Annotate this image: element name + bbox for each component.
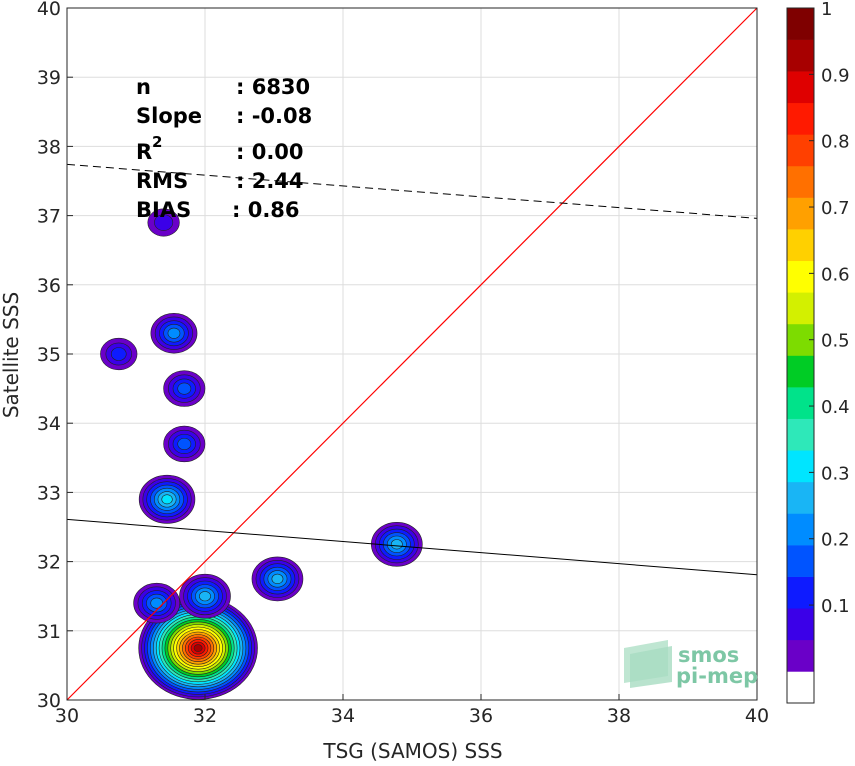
- y-tick-label: 39: [37, 67, 61, 89]
- colorbar-tick-label: 0.6: [821, 264, 850, 285]
- x-tick-label: 36: [469, 705, 493, 727]
- stat-rms-label: RMS: [136, 169, 188, 193]
- colorbar-frame: [786, 7, 815, 704]
- y-tick-label: 32: [37, 552, 61, 574]
- y-axis-label: Satellite SSS: [0, 292, 23, 418]
- colorbar-segment: [787, 39, 814, 72]
- axis-labels: TSG (SAMOS) SSS Satellite SSS: [0, 292, 503, 763]
- colorbar-segment: [787, 102, 814, 135]
- density-contour: [154, 214, 174, 231]
- x-tick-label: 34: [331, 705, 355, 727]
- y-tick-label: 37: [37, 206, 61, 228]
- colorbar-segment: [787, 639, 814, 672]
- stat-bias-value: : 0.86: [232, 198, 300, 222]
- colorbar-segment: [787, 8, 814, 40]
- y-tick-label: 33: [37, 482, 61, 504]
- x-axis-label: TSG (SAMOS) SSS: [322, 739, 502, 763]
- stat-slope-label: Slope: [136, 104, 202, 128]
- logo-text-pimep: pi-mep: [676, 664, 758, 688]
- density-contour: [167, 327, 181, 339]
- density-contour: [193, 644, 203, 652]
- y-tick-label: 31: [37, 621, 61, 643]
- colorbar-segment: [787, 165, 814, 198]
- colorbar-segment: [787, 229, 814, 262]
- y-tick-label: 36: [37, 275, 61, 297]
- colorbar-segment: [787, 71, 814, 104]
- stats-box: n : 6830 Slope : -0.08 R 2 : 0.00 RMS : …: [136, 75, 312, 222]
- plot-area: 30 32 34 36 38 40 30 31 32 33 34 35 36 37 38 39 40: [37, 0, 769, 727]
- x-tick-label: 38: [607, 705, 631, 727]
- regression-line: [66, 518, 758, 576]
- colorbar-segment: [787, 671, 814, 704]
- y-tick-label: 30: [37, 690, 61, 712]
- density-contour: [150, 597, 163, 609]
- colorbar-segment: [787, 513, 814, 546]
- smos-pimep-logo: smos pi-mep: [624, 640, 758, 688]
- colorbar-tick-label: 0.5: [821, 331, 850, 352]
- colorbar-segment: [787, 134, 814, 167]
- colorbar: 0.1 0.2 0.3 0.4 0.5 0.6 0.7 0.8 0.9 1: [786, 0, 850, 704]
- stat-bias-label: BIAS: [136, 198, 191, 222]
- density-contour: [271, 573, 284, 585]
- colorbar-segment: [787, 387, 814, 419]
- density-contour: [199, 591, 211, 602]
- stat-n-label: n: [136, 75, 151, 99]
- y-tick-label: 34: [37, 413, 61, 435]
- density-contour: [161, 494, 173, 505]
- colorbar-segment: [787, 545, 814, 577]
- logo-graphic-layer: [630, 646, 672, 688]
- colorbar-tick-label: 0.4: [821, 397, 850, 418]
- colorbar-segment: [787, 197, 814, 230]
- colorbar-tick-label: 0.7: [821, 198, 850, 219]
- stat-r2-value: : 0.00: [236, 140, 304, 164]
- density-contour: [177, 437, 192, 450]
- stat-slope-value: : -0.08: [236, 104, 312, 128]
- density-contour: [177, 382, 192, 395]
- colorbar-tick-label: 1: [821, 0, 832, 20]
- density-contour: [390, 539, 403, 550]
- colorbar-segment: [787, 292, 814, 325]
- colorbar-segment: [787, 481, 814, 514]
- colorbar-segment: [787, 418, 814, 451]
- x-tick-label: 32: [193, 705, 217, 727]
- y-tick-label: 38: [37, 136, 61, 158]
- colorbar-segment: [787, 450, 814, 483]
- dashed-fit-line: [66, 163, 758, 219]
- x-tick-label: 40: [745, 705, 769, 727]
- colorbar-segment: [787, 608, 814, 641]
- colorbar-tick-label: 0.1: [821, 596, 850, 617]
- colorbar-segment: [787, 576, 814, 609]
- colorbar-tick-label: 0.8: [821, 132, 850, 153]
- colorbar-tick-label: 0.3: [821, 463, 850, 484]
- y-tick-label: 40: [37, 0, 61, 20]
- one-to-one-line: [66, 7, 758, 701]
- stat-r2-superscript: 2: [152, 133, 162, 151]
- stat-n-value: : 6830: [236, 75, 310, 99]
- logo-text-smos: smos: [678, 643, 739, 667]
- colorbar-segment: [787, 355, 814, 388]
- colorbar-tick-label: 0.9: [821, 65, 850, 86]
- colorbar-segment: [787, 260, 814, 293]
- x-tick-label: 30: [55, 705, 79, 727]
- stat-r2-label: R: [136, 140, 152, 164]
- y-tick-label: 35: [37, 344, 61, 366]
- colorbar-tick-label: 0.2: [821, 530, 850, 551]
- stat-rms-value: : 2.44: [236, 169, 304, 193]
- density-contour: [110, 347, 127, 361]
